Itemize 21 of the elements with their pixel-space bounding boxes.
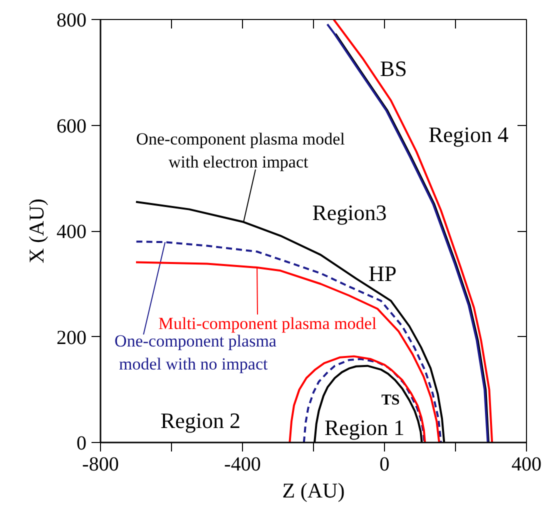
x-tick-label: 0 bbox=[380, 454, 390, 476]
annotation: TS bbox=[381, 392, 400, 408]
x-tick-label: -800 bbox=[82, 454, 119, 476]
annotation: Region 1 bbox=[324, 415, 405, 440]
series-label: One-component plasma model with electron impact bbox=[136, 130, 346, 172]
y-tick-label: 200 bbox=[56, 326, 86, 349]
y-tick-label: 400 bbox=[56, 221, 86, 243]
annotation: Region 2 bbox=[160, 408, 241, 433]
y-tick-label: 800 bbox=[56, 10, 86, 32]
y-tick-label: 600 bbox=[56, 115, 86, 138]
y-tick-label: 0 bbox=[76, 432, 86, 454]
annotation: BS bbox=[380, 56, 407, 81]
x-axis-title: Z (AU) bbox=[282, 478, 345, 502]
x-tick-label: 400 bbox=[512, 454, 542, 476]
annotation: HP bbox=[368, 261, 397, 286]
y-axis-title: X (AU) bbox=[24, 198, 48, 264]
annotation: Region3 bbox=[312, 200, 387, 225]
annotation: Region 4 bbox=[428, 122, 509, 147]
text: One-component plasma model with no impact bbox=[114, 332, 277, 374]
x-tick-label: -400 bbox=[224, 454, 261, 476]
series-label: Multi-component plasma model bbox=[158, 314, 377, 333]
